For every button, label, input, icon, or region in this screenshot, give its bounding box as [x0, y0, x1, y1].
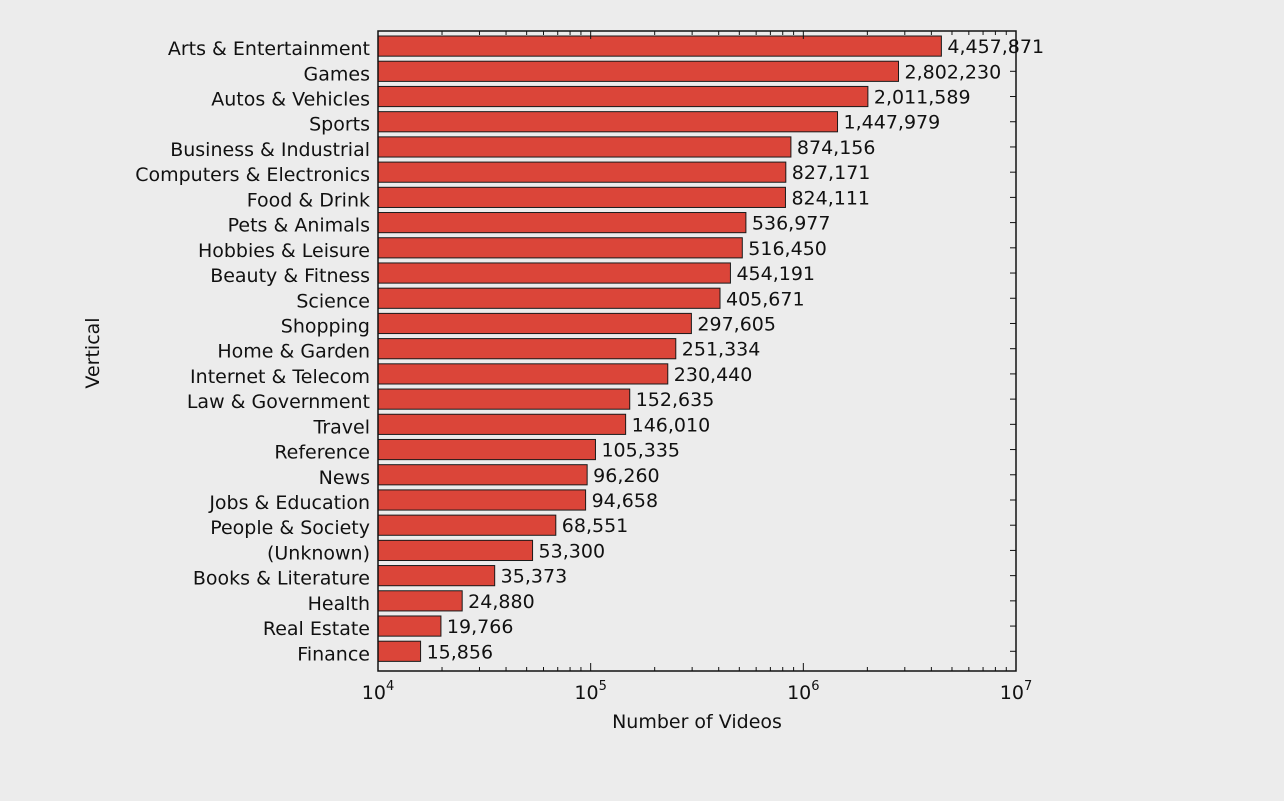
- bar-value-label: 2,011,589: [874, 87, 971, 109]
- bar-value-label: 146,010: [632, 414, 711, 436]
- category-label: Travel: [313, 416, 370, 438]
- category-label: Computers & Electronics: [135, 164, 370, 186]
- category-label: Internet & Telecom: [190, 366, 370, 388]
- bar-value-label: 24,880: [468, 591, 534, 613]
- bar-value-label: 251,334: [682, 339, 761, 361]
- plot-frame: [377, 30, 1017, 672]
- bar-value-label: 827,171: [792, 162, 871, 184]
- category-label: (Unknown): [267, 542, 370, 564]
- category-label: Finance: [297, 643, 370, 665]
- bar: [377, 514, 557, 536]
- bar: [377, 539, 534, 562]
- bar: [377, 615, 442, 637]
- y-axis-label: Vertical: [82, 317, 104, 388]
- category-label: Health: [308, 593, 370, 615]
- category-label: Sports: [309, 114, 370, 136]
- bar-value-label: 19,766: [447, 616, 513, 638]
- labels-layer: 4,457,871 Arts & Entertainment 2,802,230 Ga…: [135, 36, 1044, 704]
- bar-value-label: 230,440: [674, 364, 753, 386]
- bar-value-label: 4,457,871: [947, 36, 1044, 58]
- category-label: News: [319, 467, 370, 489]
- category-label: Arts & Entertainment: [168, 38, 370, 60]
- bar-value-label: 152,635: [636, 389, 715, 411]
- bar: [377, 186, 786, 208]
- bar: [377, 262, 731, 284]
- category-label: People & Society: [210, 517, 370, 539]
- x-tick-label: 105: [574, 679, 606, 704]
- bar: [377, 212, 747, 234]
- bar-value-label: 824,111: [791, 187, 870, 209]
- bar: [377, 388, 631, 410]
- bar: [377, 237, 743, 259]
- ticks-layer: [377, 31, 1017, 671]
- bar: [377, 363, 669, 385]
- category-label: Shopping: [281, 315, 370, 337]
- bar: [377, 640, 422, 662]
- category-label: Beauty & Fitness: [210, 265, 370, 287]
- category-label: Pets & Animals: [228, 215, 370, 237]
- bar-value-label: 536,977: [752, 213, 831, 235]
- bar: [377, 590, 463, 612]
- category-label: Books & Literature: [193, 568, 370, 590]
- bar-value-label: 405,671: [726, 288, 805, 310]
- bar: [377, 312, 692, 335]
- bar-value-label: 454,191: [736, 263, 815, 285]
- bar: [377, 489, 587, 511]
- bar-value-label: 53,300: [539, 540, 605, 562]
- bar: [377, 85, 869, 108]
- bar: [377, 565, 496, 587]
- bar: [377, 438, 596, 461]
- category-label: Hobbies & Leisure: [198, 240, 370, 262]
- bar-value-label: 874,156: [797, 137, 876, 159]
- bar-value-label: 96,260: [593, 465, 659, 487]
- bar-value-label: 105,335: [601, 440, 680, 462]
- bar: [377, 161, 787, 183]
- category-label: Reference: [274, 442, 370, 464]
- bar: [377, 136, 792, 158]
- bar: [377, 111, 839, 133]
- category-label: Food & Drink: [247, 189, 370, 211]
- bar-value-label: 68,551: [562, 515, 628, 537]
- bar: [377, 413, 627, 435]
- x-tick-label: 104: [362, 679, 394, 704]
- category-label: Science: [296, 290, 370, 312]
- bar-value-label: 297,605: [697, 313, 776, 335]
- bar-value-label: 516,450: [748, 238, 827, 260]
- bar-value-label: 2,802,230: [905, 61, 1002, 83]
- bar: [377, 35, 942, 57]
- x-tick-label: 107: [1000, 679, 1032, 704]
- x-tick-label: 106: [787, 679, 819, 704]
- bar: [377, 338, 677, 360]
- category-label: Jobs & Education: [208, 492, 370, 514]
- x-axis-label: Number of Videos: [612, 711, 782, 733]
- category-label: Games: [304, 63, 370, 85]
- bar-value-label: 15,856: [427, 641, 493, 663]
- bar-value-label: 94,658: [592, 490, 658, 512]
- bar-value-label: 1,447,979: [844, 112, 941, 134]
- bar: [377, 60, 900, 82]
- category-label: Autos & Vehicles: [211, 89, 370, 111]
- bar-value-label: 35,373: [501, 566, 567, 588]
- category-label: Law & Government: [187, 391, 370, 413]
- bar: [377, 464, 588, 486]
- category-label: Business & Industrial: [170, 139, 370, 161]
- category-label: Real Estate: [263, 618, 370, 640]
- bar: [377, 287, 721, 309]
- category-label: Home & Garden: [217, 341, 370, 363]
